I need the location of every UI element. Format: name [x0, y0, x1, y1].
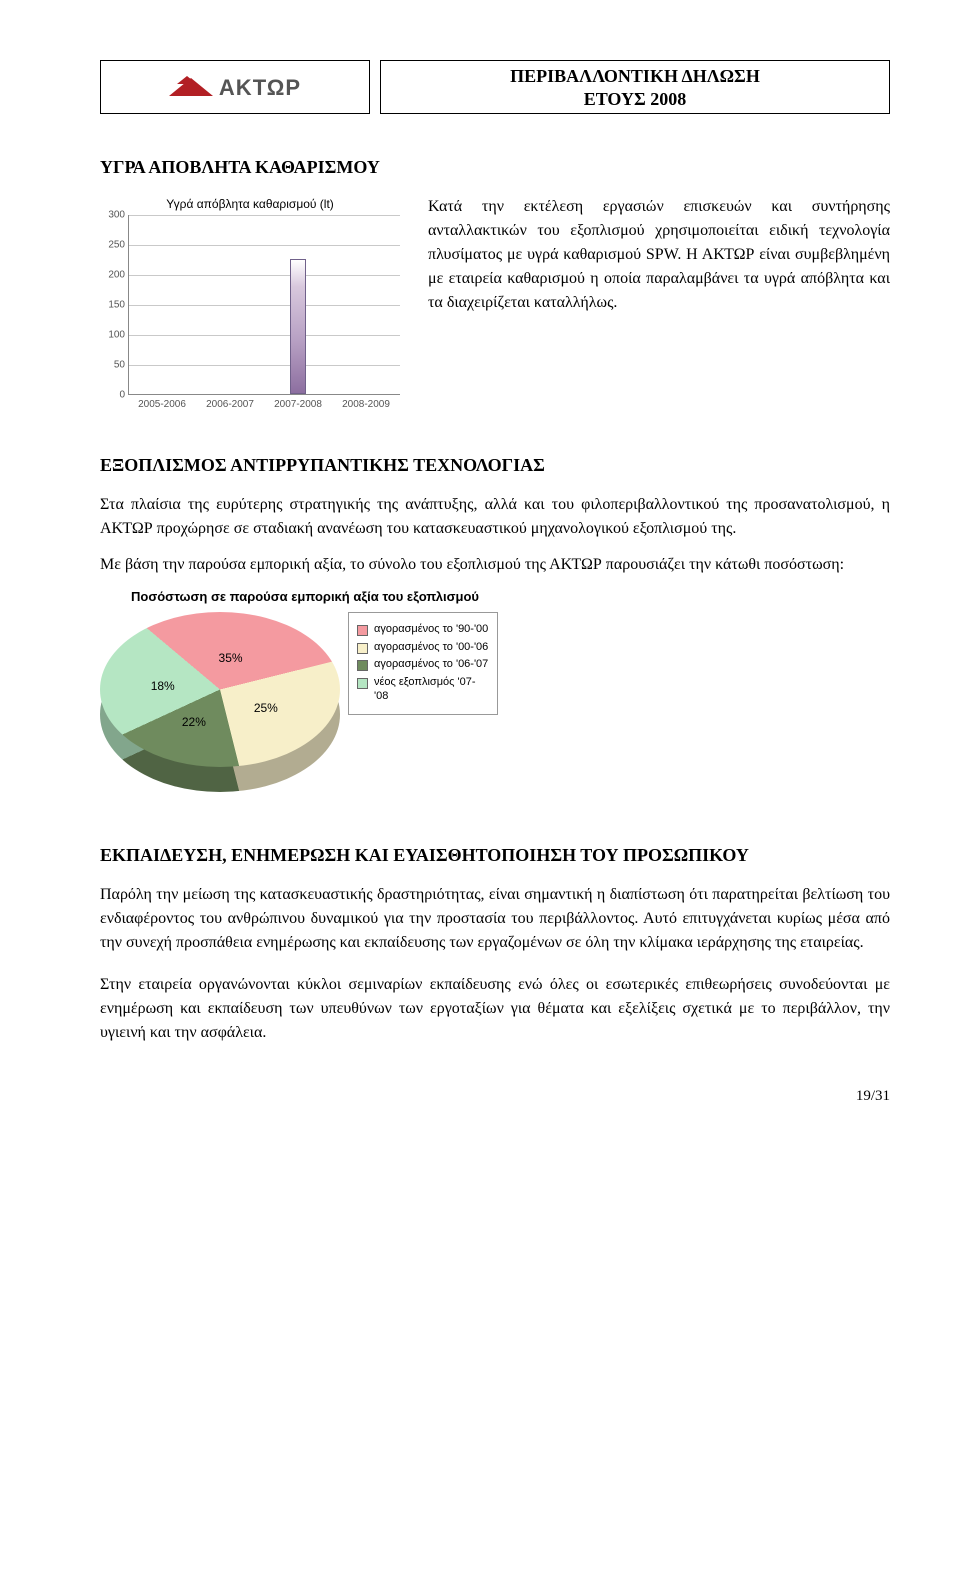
pie-chart: Ποσόστωση σε παρούσα εμπορική αξία του ε…	[100, 589, 510, 792]
legend-label: νέος εξοπλισμός '07-'08	[374, 676, 489, 704]
pie-chart-graphic: 35% 25% 22% 18%	[100, 612, 340, 792]
pie-chart-title: Ποσόστωση σε παρούσα εμπορική αξία του ε…	[100, 589, 510, 606]
legend-swatch	[357, 678, 368, 689]
bar-chart-title: Υγρά απόβλητα καθαρισμού (lt)	[100, 195, 400, 213]
legend-swatch	[357, 660, 368, 671]
logo-box: ΑΚΤΩΡ	[100, 60, 370, 114]
bar-category-label: 2007-2008	[264, 395, 332, 412]
header-title-line1: ΠΕΡΙΒΑΛΛΟΝΤΙΚΗ ΔΗΛΩΣΗ	[381, 65, 889, 88]
pie-slice-label: 35%	[219, 649, 243, 667]
section2-para2: Με βάση την παρούσα εμπορική αξία, το σύ…	[100, 553, 890, 577]
legend-swatch	[357, 625, 368, 636]
legend-item: αγορασμένος το '90-'00	[357, 623, 489, 637]
section3-para1: Παρόλη την μείωση της κατασκευαστικής δρ…	[100, 883, 890, 955]
bar-ylabel: 0	[99, 388, 125, 403]
bar-ylabel: 100	[99, 328, 125, 343]
legend-item: νέος εξοπλισμός '07-'08	[357, 676, 489, 704]
legend-item: αγορασμένος το '06-'07	[357, 658, 489, 672]
section2-para1: Στα πλαίσια της ευρύτερης στρατηγικής τη…	[100, 493, 890, 541]
section3-para2: Στην εταιρεία οργανώνονται κύκλοι σεμινα…	[100, 973, 890, 1045]
section1-row: Υγρά απόβλητα καθαρισμού (lt) 0 50 100 150 2…	[100, 195, 890, 412]
bar-ylabel: 150	[99, 298, 125, 313]
bar-ylabel: 50	[99, 358, 125, 373]
pie-slice-label: 25%	[254, 699, 278, 717]
bar-category-label: 2005-2006	[128, 395, 196, 412]
section2-heading: ΕΞΟΠΛΙΣΜΟΣ ΑΝΤΙΡΡΥΠΑΝΤΙΚΗΣ ΤΕΧΝΟΛΟΓΙΑΣ	[100, 452, 890, 479]
legend-label: αγορασμένος το '90-'00	[374, 623, 488, 637]
bar-category-label: 2008-2009	[332, 395, 400, 412]
header-title-line2: ΕΤΟΥΣ 2008	[381, 88, 889, 111]
section1-heading: ΥΓΡΑ ΑΠΟΒΛΗΤΑ ΚΑΘΑΡΙΣΜΟΥ	[100, 154, 890, 181]
bar-chart: Υγρά απόβλητα καθαρισμού (lt) 0 50 100 150 2…	[100, 195, 400, 412]
bar-ylabel: 200	[99, 268, 125, 283]
legend-label: αγορασμένος το '00-'06	[374, 641, 488, 655]
logo-icon	[169, 78, 213, 96]
pie-slice-label: 22%	[182, 713, 206, 731]
header: ΑΚΤΩΡ ΠΕΡΙΒΑΛΛΟΝΤΙΚΗ ΔΗΛΩΣΗ ΕΤΟΥΣ 2008	[100, 60, 890, 114]
legend-swatch	[357, 643, 368, 654]
legend-label: αγορασμένος το '06-'07	[374, 658, 488, 672]
legend-item: αγορασμένος το '00-'06	[357, 641, 489, 655]
logo-text: ΑΚΤΩΡ	[219, 71, 301, 104]
section3-heading: ΕΚΠΑΙΔΕΥΣΗ, ΕΝΗΜΕΡΩΣΗ ΚΑΙ ΕΥΑΙΣΘΗΤΟΠΟΙΗΣ…	[100, 842, 890, 869]
bar-ylabel: 300	[99, 208, 125, 223]
page-number: 19/31	[100, 1085, 890, 1108]
pie-legend: αγορασμένος το '90-'00 αγορασμένος το '00…	[348, 612, 498, 715]
header-title: ΠΕΡΙΒΑΛΛΟΝΤΙΚΗ ΔΗΛΩΣΗ ΕΤΟΥΣ 2008	[380, 60, 890, 114]
section1-paragraph: Κατά την εκτέλεση εργασιών επισκευών και…	[428, 195, 890, 315]
bar-category-label: 2006-2007	[196, 395, 264, 412]
pie-slice-label: 18%	[151, 677, 175, 695]
bar-ylabel: 250	[99, 238, 125, 253]
bar	[290, 259, 306, 394]
